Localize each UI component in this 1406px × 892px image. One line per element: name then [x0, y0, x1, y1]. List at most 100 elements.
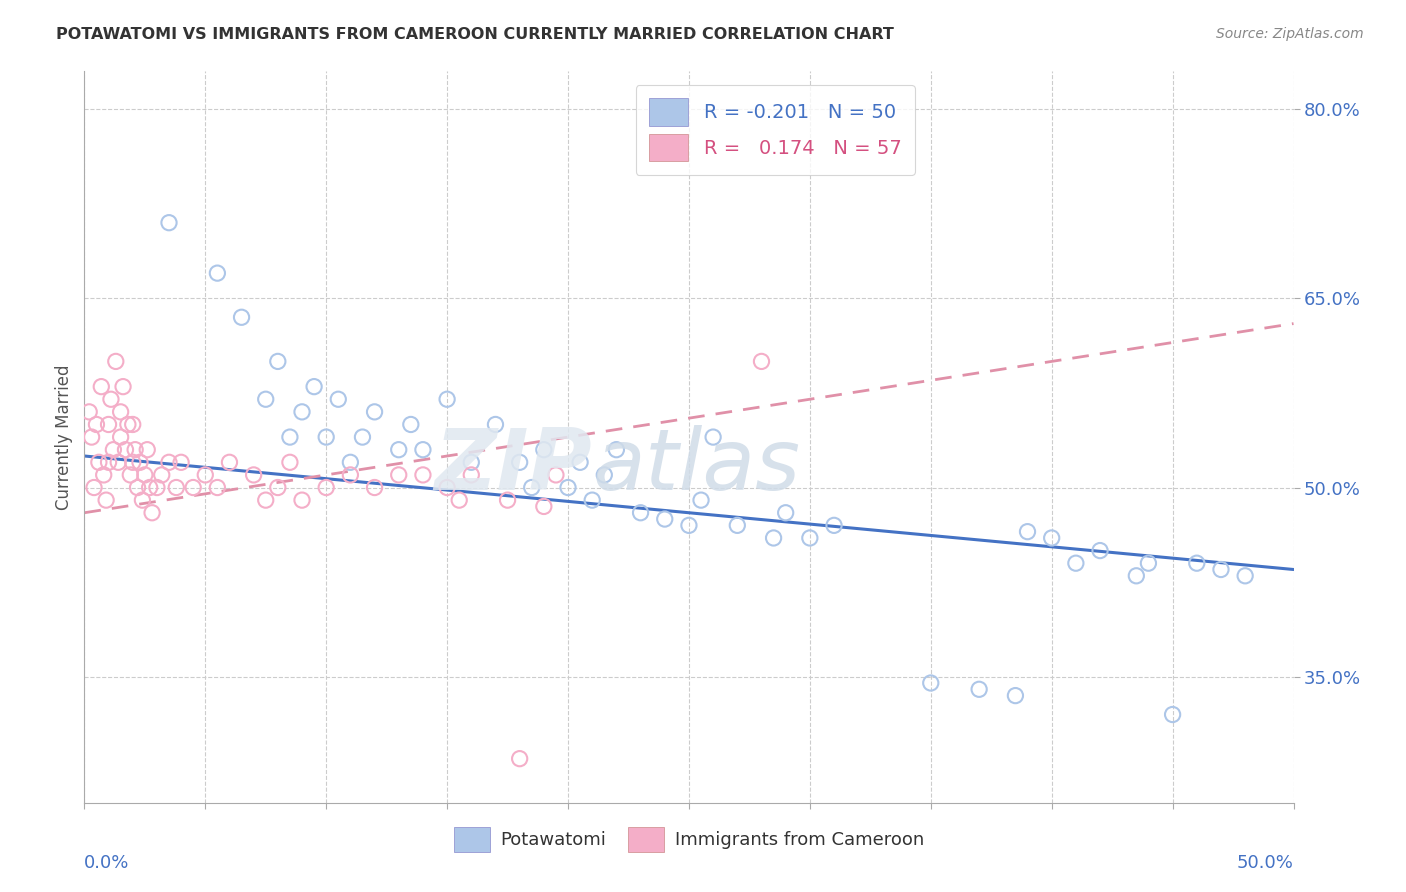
Point [593, 467, 616, 482]
Point [278, 455, 301, 469]
Point [630, 506, 652, 520]
Point [1161, 707, 1184, 722]
Text: POTAWATOMI VS IMMIGRANTS FROM CAMEROON CURRENTLY MARRIED CORRELATION CHART: POTAWATOMI VS IMMIGRANTS FROM CAMEROON C… [56, 27, 894, 42]
Point [557, 481, 579, 495]
Point [352, 430, 374, 444]
Point [1040, 531, 1063, 545]
Point [328, 392, 350, 407]
Point [751, 354, 773, 368]
Point [103, 442, 125, 457]
Point [181, 481, 204, 495]
Point [86, 417, 108, 432]
Point [460, 455, 482, 469]
Point [254, 493, 277, 508]
Point [254, 392, 277, 407]
Point [544, 467, 567, 482]
Point [110, 405, 132, 419]
Point [124, 442, 146, 457]
Point [94, 493, 117, 508]
Point [120, 467, 142, 482]
Point [194, 467, 217, 482]
Y-axis label: Currently Married: Currently Married [55, 364, 73, 510]
Point [129, 455, 152, 469]
Point [533, 442, 555, 457]
Point [146, 481, 169, 495]
Point [1234, 569, 1257, 583]
Point [150, 467, 173, 482]
Point [242, 467, 264, 482]
Point [110, 430, 132, 444]
Point [1064, 556, 1087, 570]
Point [509, 752, 531, 766]
Point [1088, 543, 1111, 558]
Point [363, 481, 385, 495]
Point [117, 417, 139, 432]
Point [509, 455, 531, 469]
Point [77, 405, 100, 419]
Point [267, 354, 290, 368]
Point [136, 442, 159, 457]
Point [93, 467, 115, 482]
Point [690, 493, 713, 508]
Point [1137, 556, 1160, 570]
Point [165, 481, 187, 495]
Text: Source: ZipAtlas.com: Source: ZipAtlas.com [1216, 27, 1364, 41]
Point [218, 455, 240, 469]
Point [302, 379, 325, 393]
Point [449, 493, 471, 508]
Point [967, 682, 990, 697]
Point [484, 417, 506, 432]
Point [315, 430, 337, 444]
Point [97, 417, 120, 432]
Point [207, 266, 229, 280]
Point [134, 467, 156, 482]
Point [141, 506, 163, 520]
Point [339, 467, 361, 482]
Point [114, 442, 136, 457]
Point [436, 481, 458, 495]
Point [267, 481, 290, 495]
Point [388, 467, 411, 482]
Point [412, 442, 434, 457]
Text: 0.0%: 0.0% [84, 854, 129, 872]
Point [207, 481, 229, 495]
Point [1017, 524, 1039, 539]
Point [112, 379, 135, 393]
Point [725, 518, 748, 533]
Point [291, 405, 314, 419]
Point [605, 442, 627, 457]
Point [799, 531, 821, 545]
Point [1209, 562, 1232, 576]
Point [920, 676, 942, 690]
Point [231, 310, 253, 325]
Point [762, 531, 785, 545]
Point [496, 493, 519, 508]
Point [1185, 556, 1208, 570]
Point [278, 430, 301, 444]
Point [1004, 689, 1026, 703]
Point [412, 467, 434, 482]
Point [97, 455, 120, 469]
Text: 50.0%: 50.0% [1237, 854, 1294, 872]
Text: ZIP: ZIP [434, 425, 592, 508]
Point [170, 455, 193, 469]
Point [127, 481, 149, 495]
Point [363, 405, 385, 419]
Point [104, 354, 127, 368]
Point [315, 481, 337, 495]
Point [87, 455, 110, 469]
Point [775, 506, 797, 520]
Point [121, 417, 143, 432]
Point [533, 500, 555, 514]
Point [80, 430, 103, 444]
Text: atlas: atlas [592, 425, 800, 508]
Point [291, 493, 314, 508]
Point [399, 417, 422, 432]
Point [678, 518, 700, 533]
Point [581, 493, 603, 508]
Point [654, 512, 676, 526]
Point [107, 455, 129, 469]
Point [1125, 569, 1147, 583]
Point [90, 379, 112, 393]
Point [339, 455, 361, 469]
